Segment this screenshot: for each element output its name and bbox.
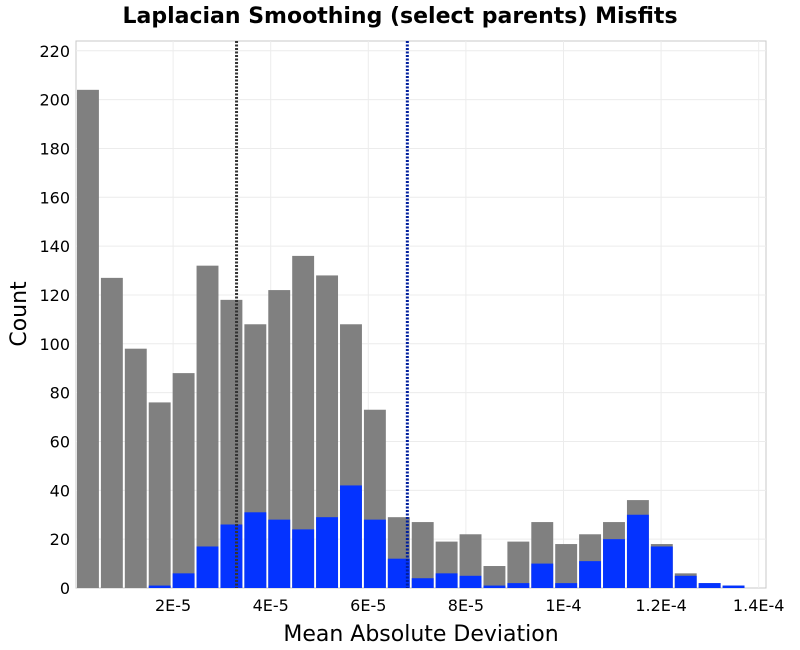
histogram-bar <box>459 575 482 588</box>
y-tick-label: 100 <box>39 335 70 354</box>
histogram-bar <box>722 585 745 588</box>
histogram-bar <box>507 541 530 588</box>
histogram-bar <box>124 348 147 588</box>
histogram-bar <box>459 534 482 588</box>
histogram-bar <box>435 573 458 588</box>
histogram-bar <box>196 265 219 588</box>
x-axis-label: Mean Absolute Deviation <box>283 622 558 647</box>
y-tick-label: 40 <box>50 481 70 500</box>
histogram-bar <box>292 255 315 588</box>
grid-lines <box>76 41 766 588</box>
histogram-bar <box>268 290 291 588</box>
y-tick-label: 160 <box>39 188 70 207</box>
histogram-bar <box>674 575 697 588</box>
histogram-bar <box>483 566 506 588</box>
y-tick-label: 0 <box>60 579 70 598</box>
x-tick-label: 1E-4 <box>545 596 581 615</box>
x-tick-label: 2E-5 <box>155 596 191 615</box>
histogram-bar <box>196 546 219 588</box>
y-axis-label: Count <box>7 281 32 347</box>
histogram-bar <box>316 275 339 588</box>
histogram-bar <box>148 585 171 588</box>
histogram-bar <box>292 529 315 588</box>
histogram-bar <box>148 402 171 588</box>
y-tick-label: 220 <box>39 42 70 61</box>
histogram-bar <box>555 583 578 588</box>
x-tick-label: 4E-5 <box>253 596 289 615</box>
histogram-bar <box>172 373 195 588</box>
histogram-bar <box>531 563 554 588</box>
y-tick-labels: 0 20 40 60 80 100 120 140 160 180 200 220 <box>39 42 70 598</box>
x-tick-label: 6E-5 <box>350 596 386 615</box>
histogram-bar <box>77 89 99 588</box>
y-tick-label: 140 <box>39 237 70 256</box>
x-tick-label: 1.2E-4 <box>635 596 687 615</box>
x-tick-label: 8E-5 <box>448 596 484 615</box>
histogram-bar <box>363 519 386 588</box>
histogram-bar <box>411 578 434 588</box>
y-tick-label: 200 <box>39 91 70 110</box>
histogram-bar <box>268 519 291 588</box>
histogram-bar <box>603 539 625 588</box>
y-tick-label: 180 <box>39 139 70 158</box>
histogram-bar <box>650 546 673 588</box>
histogram-bar <box>483 585 506 588</box>
histogram-bar <box>172 573 195 588</box>
histogram-bar <box>244 512 267 588</box>
histogram-bar <box>507 583 530 588</box>
histogram-bar <box>387 558 410 588</box>
x-tick-label: 1.4E-4 <box>733 596 785 615</box>
histogram-bar <box>316 517 339 588</box>
reference-lines <box>235 41 409 588</box>
histogram-bar <box>579 561 602 588</box>
x-tick-labels: 2E-5 4E-5 6E-5 8E-5 1E-4 1.2E-4 1.4E-4 <box>155 596 784 615</box>
histogram-bar <box>626 514 649 588</box>
histogram-bar <box>698 583 721 588</box>
histogram-bar <box>100 277 123 588</box>
y-tick-label: 20 <box>50 530 70 549</box>
chart-title: Laplacian Smoothing (select parents) Mis… <box>122 4 677 29</box>
histogram-bar <box>555 544 578 588</box>
bars-group <box>77 89 745 588</box>
y-tick-label: 120 <box>39 286 70 305</box>
histogram-bar <box>411 522 434 588</box>
y-tick-label: 60 <box>50 432 70 451</box>
histogram-bar <box>340 485 362 588</box>
y-tick-label: 80 <box>50 384 70 403</box>
histogram-bar <box>220 524 243 588</box>
